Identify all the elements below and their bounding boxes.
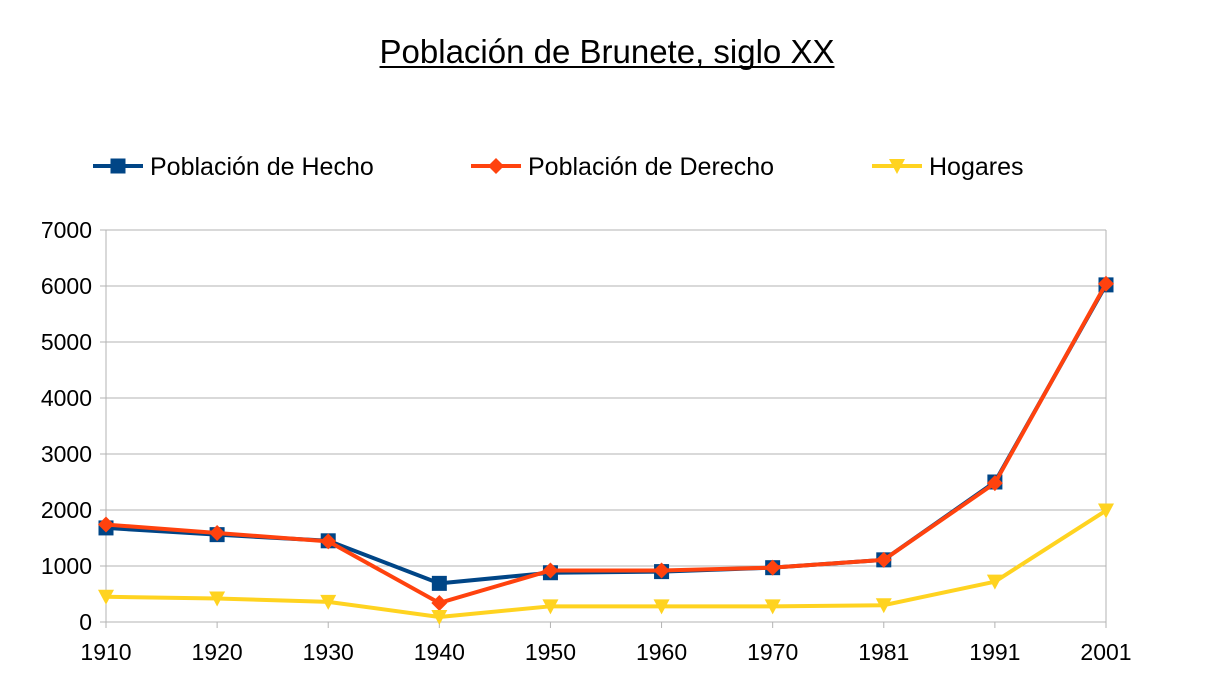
legend: Población de Hecho Población de Derecho Ho… — [93, 153, 1024, 181]
data-point — [875, 598, 892, 614]
legend-label: Hogares — [929, 153, 1024, 181]
y-tick-label: 7000 — [41, 217, 92, 243]
data-point — [209, 591, 226, 607]
axes: 0 1000 2000 3000 4000 5000 6000 7000 1910 1920 193… — [41, 217, 1132, 665]
data-point — [653, 599, 670, 615]
x-tick-label: 2001 — [1080, 639, 1131, 665]
series-layer — [98, 275, 1114, 625]
y-tick-label: 6000 — [41, 273, 92, 299]
data-point — [653, 562, 670, 579]
x-tick-label: 1991 — [969, 639, 1020, 665]
data-point — [431, 609, 448, 625]
data-point — [1098, 503, 1114, 519]
x-tick-label: 1930 — [303, 639, 354, 665]
x-tick-label: 1950 — [525, 639, 576, 665]
legend-marker — [488, 158, 504, 174]
data-point — [542, 599, 559, 615]
legend-marker — [889, 159, 905, 174]
y-tick-label: 0 — [79, 609, 92, 635]
data-point — [320, 594, 337, 610]
y-tick-label: 3000 — [41, 441, 92, 467]
x-tick-label: 1970 — [747, 639, 798, 665]
data-point — [431, 575, 447, 591]
data-point — [764, 559, 781, 576]
legend-entry-1: Población de Hecho — [93, 153, 374, 181]
x-tick-label: 1981 — [858, 639, 909, 665]
data-point — [98, 589, 114, 605]
y-tick-label: 1000 — [41, 553, 92, 579]
data-point — [98, 516, 114, 533]
y-tick-label: 4000 — [41, 385, 92, 411]
data-point — [764, 599, 781, 615]
y-tick-label: 2000 — [41, 497, 92, 523]
series-2 — [98, 275, 1114, 611]
legend-entry-3: Hogares — [872, 153, 1024, 181]
data-point — [542, 562, 559, 579]
data-point — [320, 533, 337, 550]
x-tick-label: 1940 — [414, 639, 465, 665]
legend-entry-2: Población de Derecho — [471, 153, 774, 181]
series-line — [105, 508, 1108, 619]
series-1 — [98, 277, 1114, 591]
x-tick-label: 1920 — [192, 639, 243, 665]
x-tick-label: 1960 — [636, 639, 687, 665]
y-tick-label: 5000 — [41, 329, 92, 355]
data-point — [875, 551, 892, 568]
series-line — [105, 283, 1108, 586]
data-point — [1098, 275, 1114, 292]
data-point — [986, 475, 1003, 492]
x-tick-label: 1910 — [80, 639, 131, 665]
series-line — [105, 282, 1108, 605]
legend-label: Población de Hecho — [150, 153, 374, 181]
legend-marker — [110, 158, 126, 174]
data-point — [986, 574, 1003, 590]
grid-lines — [106, 229, 1107, 623]
data-point — [209, 524, 226, 541]
legend-label: Población de Derecho — [528, 153, 774, 181]
chart-title: Población de Brunete, siglo XX — [380, 33, 835, 70]
data-point — [431, 594, 448, 611]
series-3 — [98, 503, 1114, 625]
